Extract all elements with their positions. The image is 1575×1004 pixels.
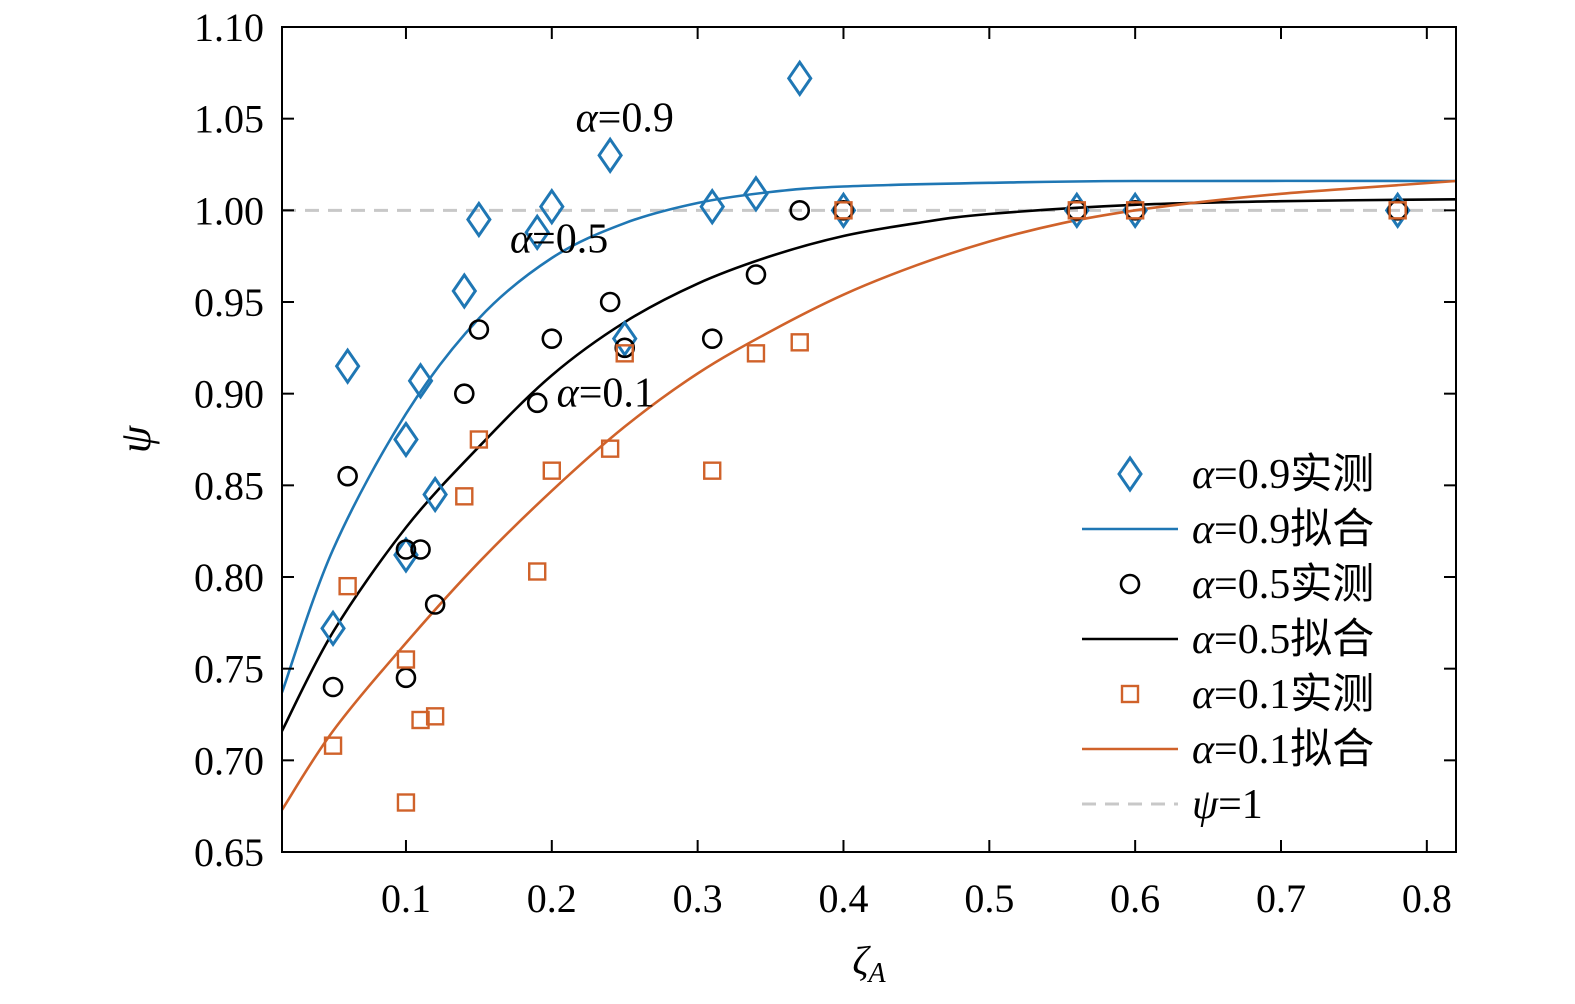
legend-marker-circle — [1119, 573, 1141, 595]
legend-marker-square — [1120, 684, 1140, 704]
data-point-circle — [410, 539, 431, 560]
data-point-diamond — [538, 188, 565, 226]
data-point-square — [396, 793, 416, 812]
data-point-circle — [337, 465, 358, 487]
y-axis-label: ψ — [111, 425, 160, 453]
data-point-square — [746, 344, 766, 363]
x-tick-label: 0.4 — [818, 876, 868, 921]
y-tick-label: 0.95 — [194, 280, 264, 325]
x-tick-label: 0.6 — [1110, 876, 1160, 921]
data-point-circle — [526, 392, 548, 414]
data-point-diamond — [320, 609, 346, 647]
legend-label: α=0.9实测 — [1192, 451, 1374, 498]
x-tick-label: 0.5 — [964, 876, 1014, 921]
data-point-square — [455, 487, 474, 506]
data-point-diamond — [786, 59, 813, 97]
y-tick-label: 0.70 — [194, 738, 264, 783]
y-tick-label: 1.10 — [194, 5, 264, 50]
x-axis-label: ζA — [852, 938, 886, 989]
legend-label: ψ=1 — [1192, 782, 1263, 828]
data-point-circle — [599, 291, 621, 313]
data-point-circle — [789, 200, 811, 221]
data-point-diamond — [451, 272, 478, 310]
data-point-diamond — [597, 136, 623, 174]
data-point-square — [396, 650, 416, 669]
y-tick-label: 0.80 — [194, 555, 264, 600]
data-point-circle — [453, 383, 475, 404]
data-point-circle — [745, 264, 767, 285]
data-point-diamond — [393, 420, 419, 459]
data-point-circle — [701, 328, 723, 349]
data-point-circle — [424, 594, 446, 615]
data-point-diamond — [699, 188, 726, 226]
x-axis-label-main: ζ — [852, 938, 871, 983]
legend-marker-diamond — [1117, 455, 1143, 493]
legend-label: α=0.5实测 — [1192, 561, 1374, 608]
x-tick-label: 0.1 — [381, 876, 431, 921]
x-tick-label: 0.8 — [1402, 876, 1452, 921]
x-tick-label: 0.3 — [673, 876, 723, 921]
y-tick-label: 0.85 — [194, 463, 264, 508]
data-point-square — [323, 736, 343, 755]
data-point-square — [834, 201, 853, 220]
data-point-diamond — [743, 175, 769, 213]
y-tick-label: 0.75 — [194, 647, 264, 692]
x-axis-label-sub: A — [867, 958, 887, 989]
data-point-circle — [468, 319, 490, 340]
series-annotation: α=0.5 — [510, 217, 608, 263]
legend: α=0.9实测 α=0.9拟合 α=0.5实测 α=0.5拟合 α=0.1实测 α=0.1… — [1082, 451, 1374, 828]
y-tick-label: 1.05 — [194, 97, 264, 142]
data-point-diamond — [422, 475, 448, 514]
data-point-diamond — [334, 347, 361, 385]
series-annotation: α=0.1 — [557, 371, 655, 417]
y-tick-label: 1.00 — [194, 188, 264, 233]
data-point-square — [1067, 201, 1087, 220]
legend-label: α=0.1实测 — [1192, 671, 1374, 718]
data-point-square — [1125, 201, 1145, 220]
data-point-diamond — [611, 320, 638, 358]
y-tick-label: 0.90 — [194, 372, 264, 417]
data-point-diamond — [393, 536, 419, 574]
annotations: α=0.9 α=0.5 α=0.1 — [510, 96, 674, 417]
x-tick-label: 0.7 — [1256, 876, 1306, 921]
data-point-diamond — [524, 213, 551, 251]
legend-label: α=0.5拟合 — [1192, 617, 1374, 663]
data-point-square — [790, 333, 809, 352]
data-point-square — [703, 461, 722, 480]
data-point-square — [338, 576, 357, 596]
plot-frame — [281, 26, 1457, 853]
data-point-square — [1388, 201, 1407, 220]
data-point-square — [528, 562, 547, 581]
data-point-diamond — [407, 362, 434, 400]
data-point-circle — [322, 676, 344, 698]
data-point-square — [542, 461, 562, 480]
data-point-circle — [395, 539, 417, 560]
y-axis-ticks: 0.65 0.70 0.75 0.80 0.85 0.90 0.95 1.00 1.05 1.10 — [194, 5, 1456, 875]
x-tick-label: 0.2 — [527, 876, 577, 921]
data-point-square — [615, 344, 634, 363]
fit-line — [282, 179, 1456, 693]
data-point-circle — [541, 328, 563, 349]
data-point-diamond — [466, 200, 492, 239]
x-axis-ticks: 0.1 0.2 0.3 0.4 0.5 0.6 0.7 0.8 — [381, 27, 1452, 921]
data-point-square — [411, 710, 430, 730]
data-markers — [320, 59, 1411, 812]
data-point-square — [425, 707, 445, 726]
data-point-square — [600, 439, 620, 458]
fit-line — [282, 198, 1456, 732]
legend-label: α=0.1拟合 — [1192, 727, 1374, 773]
legend-label: α=0.9拟合 — [1192, 507, 1374, 553]
data-point-square — [469, 430, 489, 449]
series-annotation: α=0.9 — [576, 96, 674, 142]
y-tick-label: 0.65 — [194, 830, 264, 875]
data-point-circle — [395, 667, 417, 689]
